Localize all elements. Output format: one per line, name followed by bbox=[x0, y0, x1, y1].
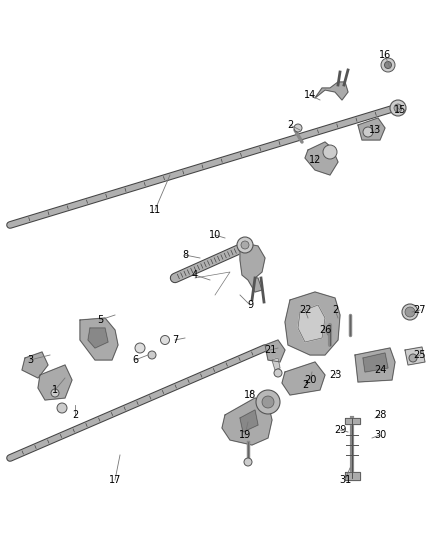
Circle shape bbox=[51, 389, 59, 397]
Circle shape bbox=[57, 403, 67, 413]
Text: 2: 2 bbox=[302, 380, 308, 390]
Circle shape bbox=[274, 369, 282, 377]
Text: 23: 23 bbox=[329, 370, 341, 380]
Text: 2: 2 bbox=[72, 410, 78, 420]
Circle shape bbox=[135, 343, 145, 353]
Text: 17: 17 bbox=[109, 475, 121, 485]
Text: 4: 4 bbox=[192, 270, 198, 280]
Text: 16: 16 bbox=[379, 50, 391, 60]
Text: 26: 26 bbox=[319, 325, 331, 335]
Polygon shape bbox=[272, 358, 280, 370]
Polygon shape bbox=[240, 410, 258, 432]
Text: 19: 19 bbox=[239, 430, 251, 440]
Text: 8: 8 bbox=[182, 250, 188, 260]
Text: 14: 14 bbox=[304, 90, 316, 100]
Text: 31: 31 bbox=[339, 475, 351, 485]
Circle shape bbox=[160, 335, 170, 344]
Polygon shape bbox=[405, 347, 425, 365]
Text: 1: 1 bbox=[52, 385, 58, 395]
Text: 25: 25 bbox=[414, 350, 426, 360]
Circle shape bbox=[294, 124, 302, 132]
Circle shape bbox=[237, 237, 253, 253]
Text: 5: 5 bbox=[97, 315, 103, 325]
Polygon shape bbox=[38, 365, 72, 400]
Circle shape bbox=[390, 100, 406, 116]
Polygon shape bbox=[88, 328, 108, 348]
Circle shape bbox=[402, 304, 418, 320]
Text: 2: 2 bbox=[332, 305, 338, 315]
Text: 15: 15 bbox=[394, 105, 406, 115]
Text: 24: 24 bbox=[374, 365, 386, 375]
Polygon shape bbox=[363, 353, 388, 372]
Polygon shape bbox=[22, 352, 48, 378]
Polygon shape bbox=[80, 318, 118, 360]
Polygon shape bbox=[282, 362, 325, 395]
Text: 18: 18 bbox=[244, 390, 256, 400]
Text: 28: 28 bbox=[374, 410, 386, 420]
Text: 12: 12 bbox=[309, 155, 321, 165]
Text: 6: 6 bbox=[132, 355, 138, 365]
Polygon shape bbox=[285, 292, 340, 355]
Polygon shape bbox=[358, 118, 385, 140]
Circle shape bbox=[262, 396, 274, 408]
Polygon shape bbox=[345, 418, 360, 424]
Circle shape bbox=[385, 61, 392, 69]
Text: 2: 2 bbox=[287, 120, 293, 130]
Circle shape bbox=[409, 354, 417, 362]
Circle shape bbox=[244, 458, 252, 466]
Polygon shape bbox=[222, 398, 272, 445]
Text: 13: 13 bbox=[369, 125, 381, 135]
Polygon shape bbox=[265, 340, 285, 362]
Circle shape bbox=[381, 58, 395, 72]
Polygon shape bbox=[305, 142, 338, 175]
Text: 22: 22 bbox=[299, 305, 311, 315]
Polygon shape bbox=[315, 82, 348, 100]
Polygon shape bbox=[298, 305, 325, 342]
Text: 3: 3 bbox=[27, 355, 33, 365]
Text: 10: 10 bbox=[209, 230, 221, 240]
Text: 27: 27 bbox=[414, 305, 426, 315]
Circle shape bbox=[323, 145, 337, 159]
Polygon shape bbox=[240, 244, 265, 292]
Circle shape bbox=[256, 390, 280, 414]
Text: 30: 30 bbox=[374, 430, 386, 440]
Circle shape bbox=[241, 241, 249, 249]
Polygon shape bbox=[355, 348, 395, 382]
Text: 11: 11 bbox=[149, 205, 161, 215]
Text: 9: 9 bbox=[247, 300, 253, 310]
Text: 21: 21 bbox=[264, 345, 276, 355]
Text: 7: 7 bbox=[172, 335, 178, 345]
Circle shape bbox=[394, 104, 402, 112]
Circle shape bbox=[148, 351, 156, 359]
Polygon shape bbox=[345, 472, 360, 480]
Circle shape bbox=[405, 307, 415, 317]
Circle shape bbox=[363, 127, 373, 137]
Text: 29: 29 bbox=[334, 425, 346, 435]
Text: 20: 20 bbox=[304, 375, 316, 385]
